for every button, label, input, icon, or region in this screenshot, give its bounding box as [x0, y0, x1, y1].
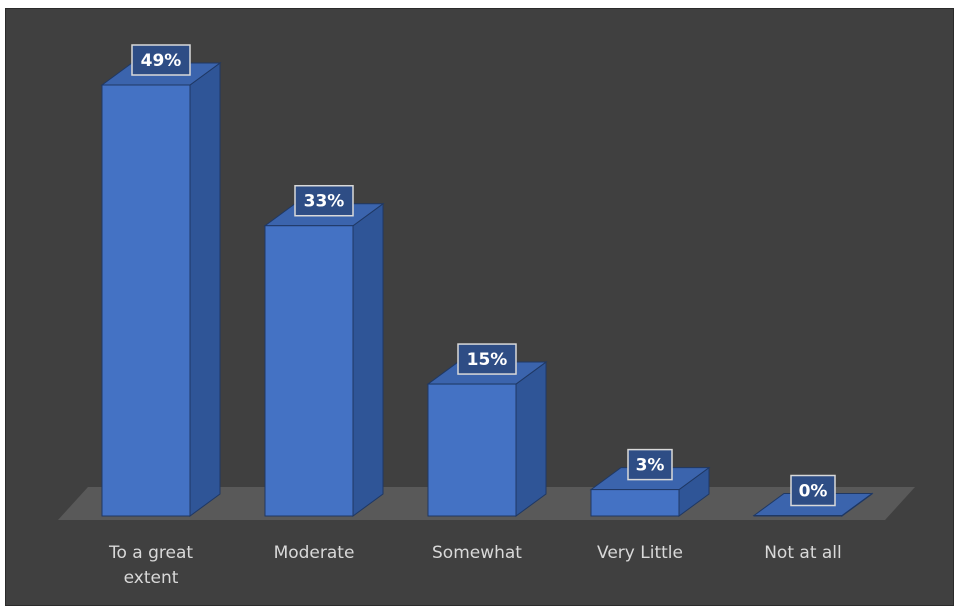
data-label-box: [790, 474, 836, 507]
data-label-text: 49%: [141, 51, 182, 71]
category-label-line: To a great: [108, 543, 193, 563]
category-axis: To a great extent Moderate Somewhat Very Lit…: [108, 543, 842, 588]
category-label-line: Somewhat: [432, 543, 522, 563]
data-label-text: 15%: [467, 350, 508, 370]
category-label-line: extent: [124, 568, 179, 588]
bar-front-face: [101, 84, 191, 517]
value-labels-layer: 49% 33% 15% 3% 0%: [131, 44, 836, 507]
category-label-line: Not at all: [764, 543, 842, 563]
category-label-1: To a great extent: [108, 543, 193, 588]
bar-front-face: [753, 515, 843, 517]
data-label-box: [294, 184, 354, 217]
data-label-box: [131, 44, 191, 76]
data-label-box: [627, 448, 673, 481]
bar-side-face: [189, 62, 221, 517]
bar-side-face: [352, 202, 384, 517]
data-label-1: 49%: [131, 44, 191, 76]
category-label-4: Very Little: [597, 543, 683, 563]
bar-2: [263, 202, 385, 517]
category-label-line: Moderate: [274, 543, 355, 563]
category-label-2: Moderate: [274, 543, 355, 563]
category-label-line: Very Little: [597, 543, 683, 563]
data-label-4: 3%: [627, 448, 673, 481]
data-label-3: 15%: [457, 343, 517, 375]
data-label-text: 0%: [799, 482, 828, 502]
data-label-5: 0%: [790, 474, 836, 507]
bar-3: [426, 361, 548, 517]
data-label-text: 33%: [304, 192, 345, 212]
bar-side-face: [515, 361, 547, 517]
bar-front-face: [264, 225, 354, 517]
data-label-box: [457, 343, 517, 375]
bars-layer: [100, 62, 874, 517]
category-label-3: Somewhat: [432, 543, 522, 563]
bar-front-face: [590, 489, 680, 517]
bar-1: [100, 62, 222, 517]
bar-front-face: [427, 383, 517, 517]
data-label-text: 3%: [636, 456, 665, 476]
category-label-5: Not at all: [764, 543, 842, 563]
data-label-2: 33%: [294, 184, 354, 217]
